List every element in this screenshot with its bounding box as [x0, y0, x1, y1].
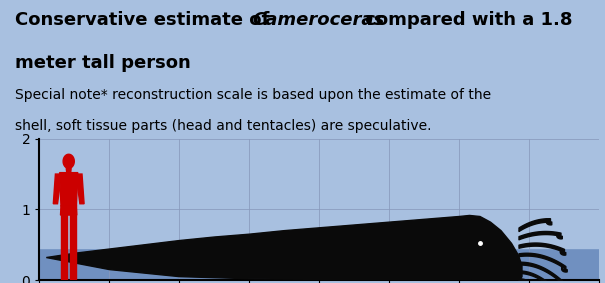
Text: compared with a 1.8: compared with a 1.8 [359, 11, 572, 29]
Text: Special note* reconstruction scale is based upon the estimate of the: Special note* reconstruction scale is ba… [15, 88, 491, 102]
Text: shell, soft tissue parts (head and tentacles) are speculative.: shell, soft tissue parts (head and tenta… [15, 119, 431, 133]
Polygon shape [53, 174, 60, 204]
Polygon shape [60, 173, 78, 206]
Text: Conservative estimate of: Conservative estimate of [15, 11, 275, 29]
Text: meter tall person: meter tall person [15, 54, 191, 72]
Polygon shape [61, 215, 67, 280]
Polygon shape [47, 215, 522, 283]
Text: Cameroceras: Cameroceras [252, 11, 384, 29]
Bar [39, 139, 599, 248]
Polygon shape [63, 154, 74, 168]
Polygon shape [78, 174, 84, 204]
Polygon shape [67, 168, 71, 173]
Polygon shape [70, 215, 76, 280]
Polygon shape [60, 206, 77, 215]
